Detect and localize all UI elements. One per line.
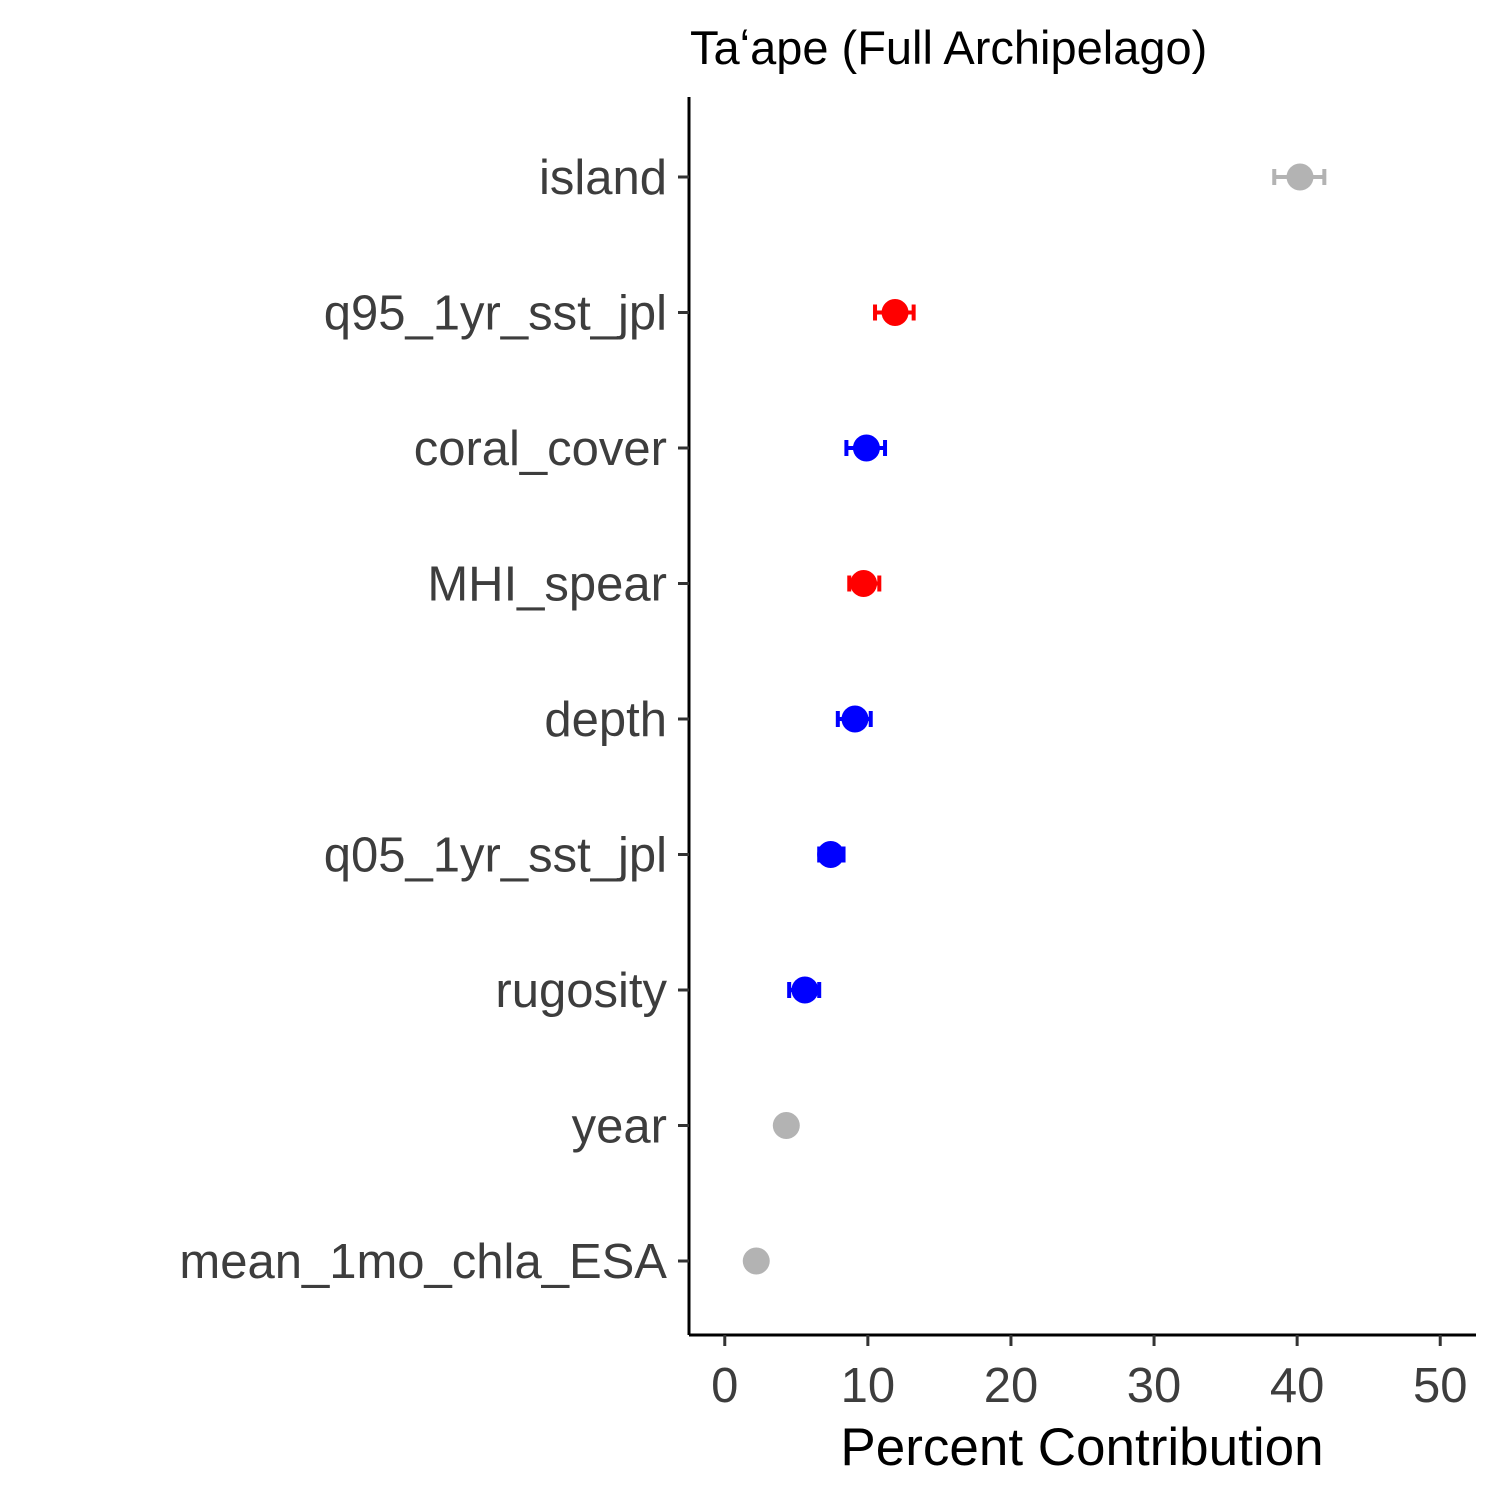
x-tick-label: 50 xyxy=(1413,1359,1468,1413)
y-tick-label: MHI_spear xyxy=(427,558,667,612)
data-point xyxy=(850,570,878,597)
chart-title: Taʻape (Full Archipelago) xyxy=(690,21,1207,74)
y-tick-label: island xyxy=(539,151,667,205)
data-point-group xyxy=(835,705,873,733)
data-point xyxy=(852,434,880,462)
axis-layer: 0 10 20 30 40 50 island q95_1yr_sst_jpl coral_co… xyxy=(179,97,1476,1413)
data-point xyxy=(772,1112,800,1139)
data-point xyxy=(881,299,909,326)
x-tick-label: 10 xyxy=(841,1359,896,1413)
data-point-group xyxy=(772,1112,800,1139)
data-point xyxy=(742,1247,770,1275)
data-point-group xyxy=(1272,163,1327,191)
y-tick-label: depth xyxy=(544,693,667,747)
x-axis-title: Percent Contribution xyxy=(840,1418,1323,1477)
data-point-group xyxy=(817,841,846,868)
x-tick-label: 20 xyxy=(984,1359,1039,1413)
y-tick-label: q05_1yr_sst_jpl xyxy=(324,829,667,883)
data-point xyxy=(1286,163,1314,191)
x-tick-label: 30 xyxy=(1127,1359,1182,1413)
data-point xyxy=(841,705,869,733)
y-tick-label: q95_1yr_sst_jpl xyxy=(324,287,667,341)
data-point-group xyxy=(847,570,882,597)
marks-layer xyxy=(742,163,1327,1275)
y-tick-label: coral_cover xyxy=(414,422,667,476)
data-point xyxy=(791,976,819,1004)
data-point-group xyxy=(742,1247,770,1275)
data-point-group xyxy=(844,434,888,462)
data-point-group xyxy=(787,976,822,1004)
y-tick-label: rugosity xyxy=(495,964,667,1018)
y-tick-label: mean_1mo_chla_ESA xyxy=(179,1235,667,1289)
y-tick-label: year xyxy=(572,1100,667,1154)
data-point xyxy=(817,841,845,868)
data-point-group xyxy=(873,299,916,326)
x-tick-label: 40 xyxy=(1270,1359,1325,1413)
x-tick-label: 0 xyxy=(711,1359,738,1413)
